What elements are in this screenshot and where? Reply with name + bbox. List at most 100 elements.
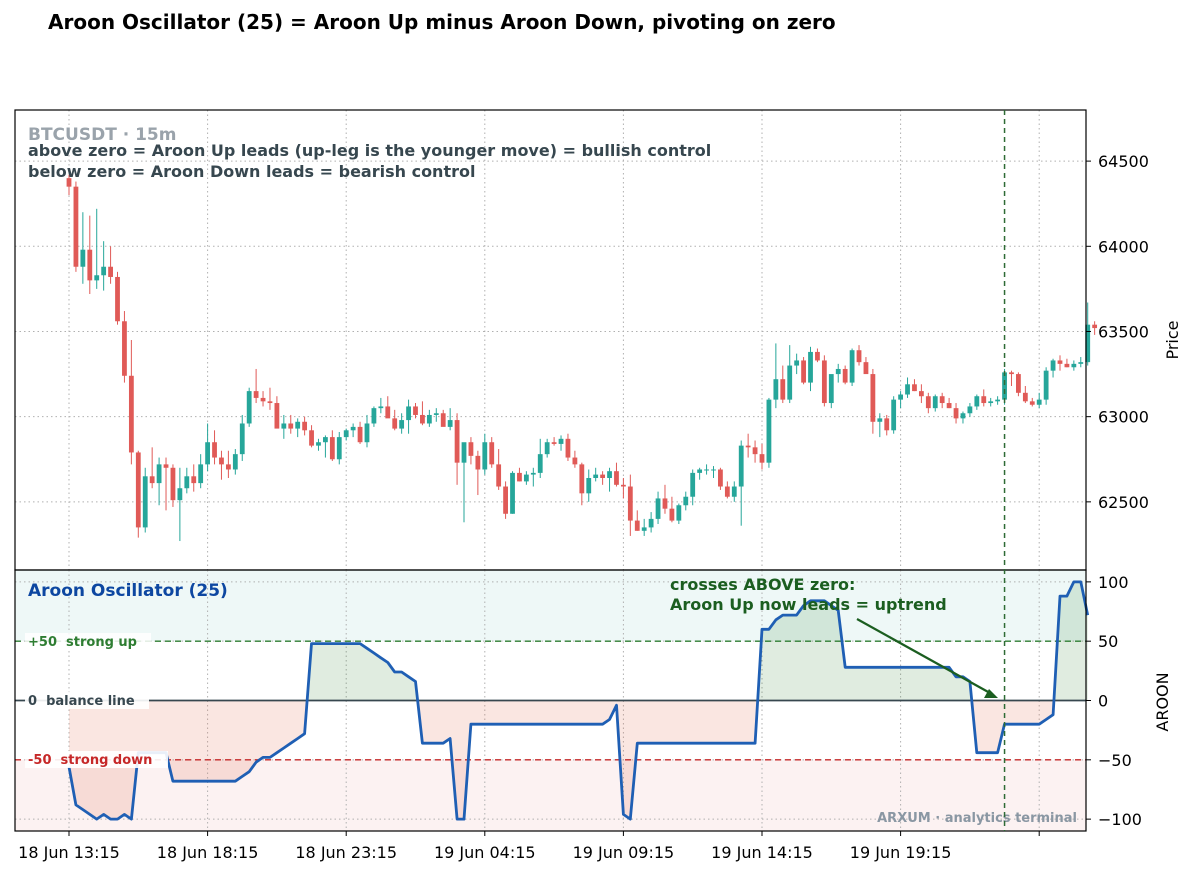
candle: [690, 469, 696, 506]
candle: [66, 174, 72, 196]
candle-body: [1085, 324, 1091, 363]
candle-body: [108, 266, 113, 277]
candle-body: [316, 442, 321, 446]
candle: [662, 484, 668, 514]
candle-body: [1029, 401, 1035, 405]
candle-body: [787, 365, 793, 400]
candle-body: [745, 445, 751, 448]
candle-body: [766, 399, 772, 463]
candle-body: [517, 472, 522, 482]
candle: [364, 414, 370, 448]
candle: [489, 437, 495, 468]
candle: [607, 467, 612, 492]
candle: [759, 443, 765, 470]
candle: [1078, 357, 1084, 368]
price-y-label: Price: [1163, 320, 1182, 359]
oscillator-y-label: AROON: [1153, 672, 1172, 731]
candle-body: [641, 527, 647, 531]
candle: [316, 438, 321, 451]
candle: [1057, 355, 1063, 371]
note-line-2: below zero = Aroon Down leads = bearish …: [28, 162, 475, 181]
candle-body: [558, 438, 564, 444]
candle-body: [177, 488, 183, 501]
oscillator-label: Aroon Oscillator (25): [28, 581, 228, 601]
candle: [149, 447, 155, 489]
balance-label: 0 balance line: [28, 694, 135, 709]
candle: [627, 474, 633, 536]
annotation-arrow-shaft: [856, 618, 991, 694]
candle-body: [510, 472, 515, 514]
candle-body: [967, 406, 973, 414]
candle: [995, 396, 1001, 405]
candle-body: [815, 351, 820, 361]
candle-body: [1078, 362, 1084, 364]
candle: [1043, 367, 1049, 405]
candle: [863, 357, 869, 375]
candle: [1085, 302, 1091, 366]
candle-body: [406, 406, 411, 421]
candle-body: [413, 406, 418, 415]
candle: [329, 430, 335, 461]
candle-body: [738, 445, 744, 487]
oscillator-reference-lines: [15, 640, 1086, 761]
candle-body: [905, 384, 910, 395]
candle-body: [378, 406, 384, 409]
candle: [385, 396, 391, 419]
candle: [912, 379, 917, 392]
candle: [600, 471, 606, 485]
strong-up-label-bg: [25, 633, 151, 650]
candle: [953, 403, 959, 424]
candle: [468, 437, 474, 465]
candle-body: [607, 471, 612, 478]
candle: [752, 440, 758, 463]
candle-body: [634, 520, 640, 531]
candle-body: [863, 362, 869, 375]
candle-body: [475, 455, 481, 470]
bearish-fill: [417, 700, 758, 820]
candle-body: [80, 249, 86, 267]
candle-body: [357, 426, 363, 443]
candle: [925, 392, 931, 414]
candle: [939, 392, 945, 409]
candle: [794, 353, 800, 375]
candle-body: [683, 496, 689, 506]
candle: [142, 467, 148, 533]
candle: [828, 374, 834, 409]
watermark: ARXUM · analytics terminal: [877, 811, 1077, 826]
candle: [593, 467, 599, 482]
price-y-tick-label: 64000: [1098, 237, 1149, 256]
candle: [482, 433, 488, 475]
candle-body: [295, 421, 301, 429]
x-tick-label: 19 Jun 14:15: [711, 843, 813, 862]
candle-body: [718, 469, 723, 487]
candle-body: [544, 442, 550, 455]
candle: [288, 414, 294, 434]
candle-body: [350, 426, 356, 431]
candle: [1071, 360, 1077, 371]
osc-y-tick-label: −50: [1098, 751, 1132, 770]
candle: [246, 387, 252, 427]
x-tick-label: 18 Jun 13:15: [18, 843, 120, 862]
bearish-fill: [971, 700, 1054, 753]
candle: [821, 355, 827, 407]
candle-body: [468, 442, 474, 456]
candle-body: [149, 476, 155, 484]
candle-body: [122, 321, 127, 376]
candle: [773, 343, 779, 409]
candle: [967, 403, 973, 417]
price-y-tick-label: 64500: [1098, 152, 1149, 171]
candle: [94, 208, 100, 289]
candle: [704, 464, 709, 475]
candle: [267, 387, 273, 410]
candle-body: [600, 474, 606, 478]
candle-body: [461, 442, 467, 463]
strong-up-label: +50 strong up: [28, 635, 137, 650]
candle: [163, 457, 169, 511]
candle-body: [988, 401, 994, 404]
candle: [870, 368, 876, 434]
candle-body: [808, 351, 813, 383]
candle: [960, 411, 966, 424]
candle-body: [932, 396, 938, 409]
oscillator-y-axis: −100 −50 0 50 100: [1086, 573, 1142, 829]
candle: [156, 457, 162, 506]
